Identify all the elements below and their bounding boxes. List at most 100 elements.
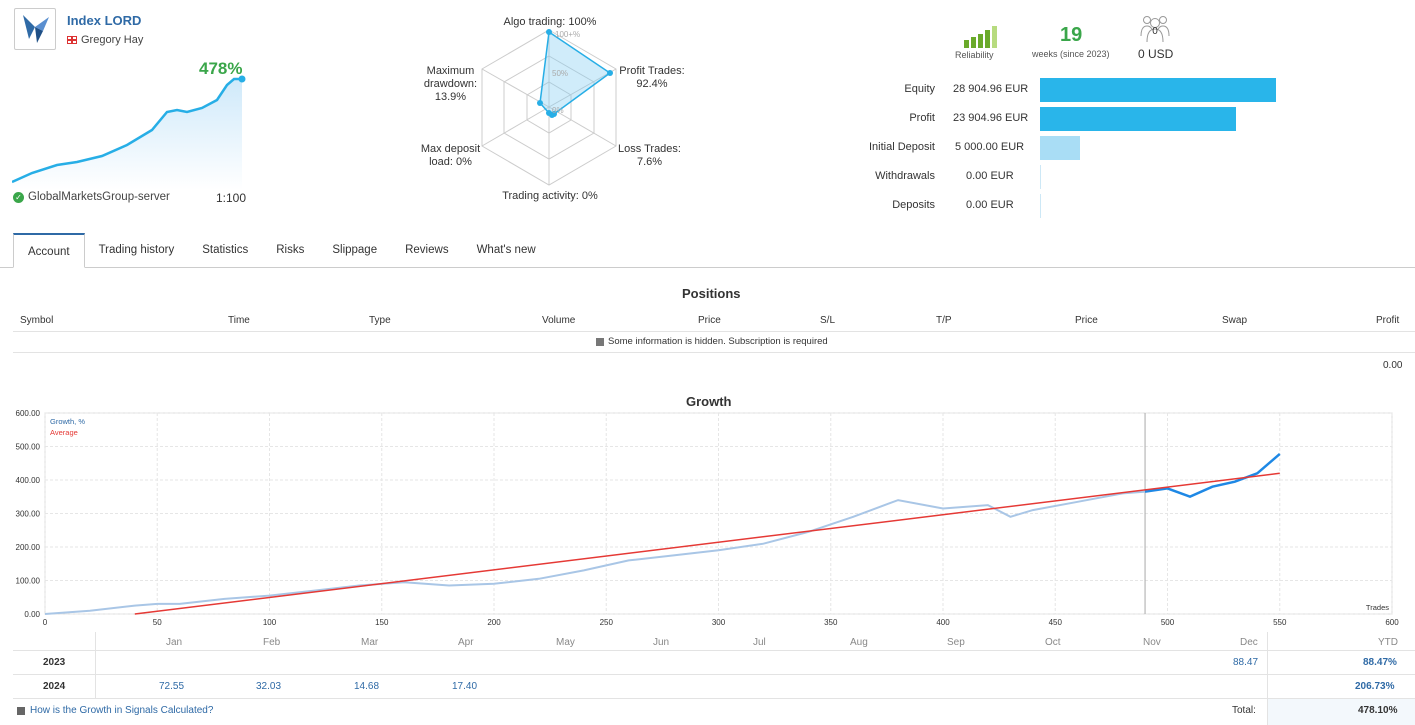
- growth-series-line-recent: [1144, 452, 1281, 499]
- x-tick-label: 250: [600, 618, 614, 627]
- col-tp: T/P: [936, 315, 952, 326]
- col-symbol: Symbol: [20, 315, 54, 326]
- y-tick-label: 300.00: [16, 510, 41, 519]
- signal-title[interactable]: Index LORD: [67, 13, 142, 28]
- stat-label: Initial Deposit: [868, 141, 935, 153]
- year-label: 2024: [43, 681, 66, 692]
- uk-flag-icon: [67, 36, 77, 44]
- tab-statistics[interactable]: Statistics: [202, 244, 249, 256]
- total-cell-bg: [1268, 699, 1415, 725]
- positions-title: Positions: [682, 286, 741, 301]
- table-vline-left: [95, 632, 96, 698]
- tab-slippage[interactable]: Slippage: [332, 244, 378, 256]
- y-tick-label: 400.00: [16, 476, 41, 485]
- y-tick-label: 600.00: [16, 409, 41, 418]
- radar-chart: 100+% 50% 0%: [481, 29, 617, 186]
- x-tick-label: 450: [1049, 618, 1063, 627]
- radar-profit-text: Profit Trades:: [619, 65, 685, 77]
- months-divider: [13, 650, 1415, 651]
- radar-deposit-text: Max deposit: [420, 143, 481, 155]
- tab-risks[interactable]: Risks: [276, 244, 305, 256]
- radar-deposit-value: load: 0%: [429, 156, 472, 168]
- ytd-cell: 88.47%: [1363, 657, 1397, 668]
- month-header: Mar: [361, 637, 379, 648]
- month-header: Jan: [166, 637, 183, 648]
- year-row-2023: [13, 651, 1415, 675]
- radar-drawdown-value: 13.9%: [434, 91, 467, 103]
- radar-tick-100: 100+%: [555, 30, 580, 39]
- month-cell-dec: 88.47: [1233, 657, 1259, 668]
- positions-total: 0.00: [1383, 360, 1403, 371]
- col-price-current: Price: [1075, 315, 1098, 326]
- col-price: Price: [698, 315, 721, 326]
- verified-shield-icon: ✓: [13, 191, 24, 203]
- tab-reviews[interactable]: Reviews: [405, 244, 449, 256]
- weeks-count: 19: [1060, 24, 1083, 46]
- ytd-header: YTD: [1378, 637, 1398, 648]
- growth-percent: 478%: [199, 59, 243, 78]
- x-tick-label: 350: [824, 618, 838, 627]
- reliability-bars-icon: [964, 26, 997, 48]
- x-tick-label: 0: [43, 618, 48, 627]
- weeks-label: weeks (since 2023): [1032, 49, 1110, 59]
- stat-bar: [1040, 78, 1276, 102]
- stat-value: 23 904.96 EUR: [953, 112, 1029, 124]
- col-volume: Volume: [542, 315, 576, 326]
- stat-bar: [1040, 136, 1080, 160]
- month-header: Sep: [947, 637, 965, 648]
- col-time: Time: [228, 315, 250, 326]
- stat-bar: [1040, 165, 1041, 189]
- subscribers-icon: 0: [1140, 16, 1170, 43]
- stat-value: 0.00 EUR: [966, 170, 1014, 182]
- tab-trading-history[interactable]: Trading history: [98, 244, 175, 256]
- month-cell-apr: 17.40: [452, 681, 478, 692]
- col-profit: Profit: [1376, 315, 1400, 326]
- positions-divider: [13, 352, 1415, 353]
- stat-label: Profit: [909, 112, 935, 124]
- month-header: Dec: [1240, 637, 1258, 648]
- month-cell-mar: 14.68: [354, 681, 380, 692]
- radar-tick-0: 0%: [552, 106, 564, 115]
- radar-deposit-label: Max deposit load: 0%: [413, 143, 488, 169]
- radar-loss-text: Loss Trades:: [618, 143, 681, 155]
- stat-bar: [1040, 194, 1041, 218]
- month-header: Feb: [263, 637, 281, 648]
- tabs-divider: [0, 267, 1415, 268]
- x-tick-label: 300: [712, 618, 726, 627]
- ytd-cell: 206.73%: [1355, 681, 1395, 692]
- radar-profit-label: Profit Trades: 92.4%: [612, 65, 692, 91]
- tab-whats-new[interactable]: What's new: [476, 244, 536, 256]
- x-tick-label: 550: [1273, 618, 1287, 627]
- server-name: GlobalMarketsGroup-server: [28, 191, 170, 203]
- radar-drawdown-text: Maximum: [426, 65, 475, 77]
- x-tick-label: 500: [1161, 618, 1175, 627]
- month-cell-feb: 32.03: [256, 681, 282, 692]
- month-header: Aug: [850, 637, 868, 648]
- radar-drawdown-text2: drawdown:: [423, 78, 478, 90]
- growth-chart: 600.00 500.00 400.00 300.00 200.00 100.00 0.00…: [16, 409, 1400, 627]
- tab-account[interactable]: Account: [13, 233, 85, 268]
- radar-profit-value: 92.4%: [636, 78, 668, 90]
- help-text: How is the Growth in Signals Calculated?: [30, 705, 214, 716]
- growth-series-line-past: [44, 490, 1146, 615]
- average-series-line: [134, 472, 1280, 615]
- growth-title: Growth: [686, 394, 732, 409]
- signal-logo: [14, 8, 56, 50]
- hidden-info-text: Some information is hidden. Subscription…: [608, 336, 828, 347]
- stat-label: Equity: [904, 83, 935, 95]
- radar-loss-value: 7.6%: [636, 156, 663, 168]
- subscription-cost: 0 USD: [1138, 47, 1174, 61]
- total-value: 478.10%: [1358, 705, 1398, 716]
- radar-tick-50: 50%: [552, 69, 568, 78]
- month-header: Nov: [1143, 637, 1161, 648]
- stat-label: Deposits: [892, 199, 935, 211]
- month-header: Oct: [1045, 637, 1061, 648]
- radar-loss-label: Loss Trades: 7.6%: [612, 143, 687, 169]
- author[interactable]: Gregory Hay: [67, 34, 143, 46]
- tab-bar: Account Trading history Statistics Risks…: [13, 233, 550, 268]
- stat-bar: [1040, 107, 1236, 131]
- x-tick-label: 400: [936, 618, 950, 627]
- hidden-info-note: Some information is hidden. Subscription…: [596, 336, 828, 347]
- growth-help-link[interactable]: How is the Growth in Signals Calculated?: [17, 705, 213, 716]
- info-icon: [17, 706, 25, 715]
